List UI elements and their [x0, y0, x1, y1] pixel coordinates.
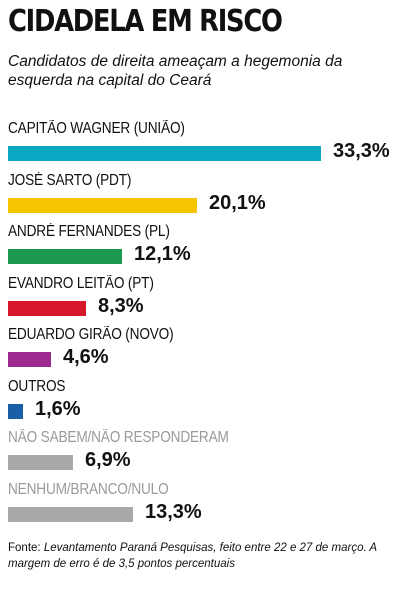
bar [8, 300, 86, 316]
bar-value-label: 33,3% [333, 140, 390, 162]
bar [8, 197, 197, 213]
bar-label: OUTROS [8, 377, 66, 395]
bar-row: ANDRÉ FERNANDES (PL) 12,1% [8, 223, 400, 273]
bar-label: EDUARDO GIRÃO (NOVO) [8, 326, 174, 343]
chart-title: CIDADELA EM RISCO [8, 4, 283, 39]
bar-label: NENHUM/BRANCO/NULO [8, 480, 169, 498]
source-text: Levantamento Paraná Pesquisas, feito ent… [8, 542, 377, 570]
bar-value-label: 6,9% [85, 449, 131, 471]
source-note: Fonte: Levantamento Paraná Pesquisas, fe… [8, 540, 398, 572]
bar-value-label: 12,1% [134, 243, 191, 265]
bar [8, 455, 73, 470]
bar-label: JOSÉ SARTO (PDT) [8, 171, 132, 189]
bar-row: CAPITÃO WAGNER (UNIÃO) 33,3% [8, 120, 400, 170]
bar-row: EVANDRO LEITÃO (PT) 8,3% [8, 275, 400, 325]
bar-value-label: 1,6% [35, 397, 81, 420]
bar [8, 352, 51, 367]
bar-value-label: 20,1% [209, 191, 266, 214]
source-lead: Fonte: [8, 542, 41, 554]
bar-label: EVANDRO LEITÃO (PT) [8, 274, 154, 292]
bar-row: NENHUM/BRANCO/NULO 13,3% [8, 481, 400, 531]
bar-value-label: 4,6% [63, 346, 109, 368]
bar [8, 146, 321, 161]
bar-label: NÃO SABEM/NÃO RESPONDERAM [8, 429, 229, 446]
bar-value-label: 13,3% [145, 500, 202, 523]
bar-label: ANDRÉ FERNANDES (PL) [8, 223, 170, 240]
bar-value-label: 8,3% [98, 294, 144, 317]
bar-row: EDUARDO GIRÃO (NOVO) 4,6% [8, 326, 400, 376]
bar [8, 506, 133, 522]
bar [8, 403, 23, 419]
bar [8, 249, 122, 264]
bar-row: NÃO SABEM/NÃO RESPONDERAM 6,9% [8, 429, 400, 479]
chart-subtitle: Candidatos de direita ameaçam a hegemoni… [8, 53, 343, 89]
bar-row: OUTROS 1,6% [8, 378, 400, 428]
bar-label: CAPITÃO WAGNER (UNIÃO) [8, 120, 185, 137]
bar-row: JOSÉ SARTO (PDT) 20,1% [8, 172, 400, 222]
